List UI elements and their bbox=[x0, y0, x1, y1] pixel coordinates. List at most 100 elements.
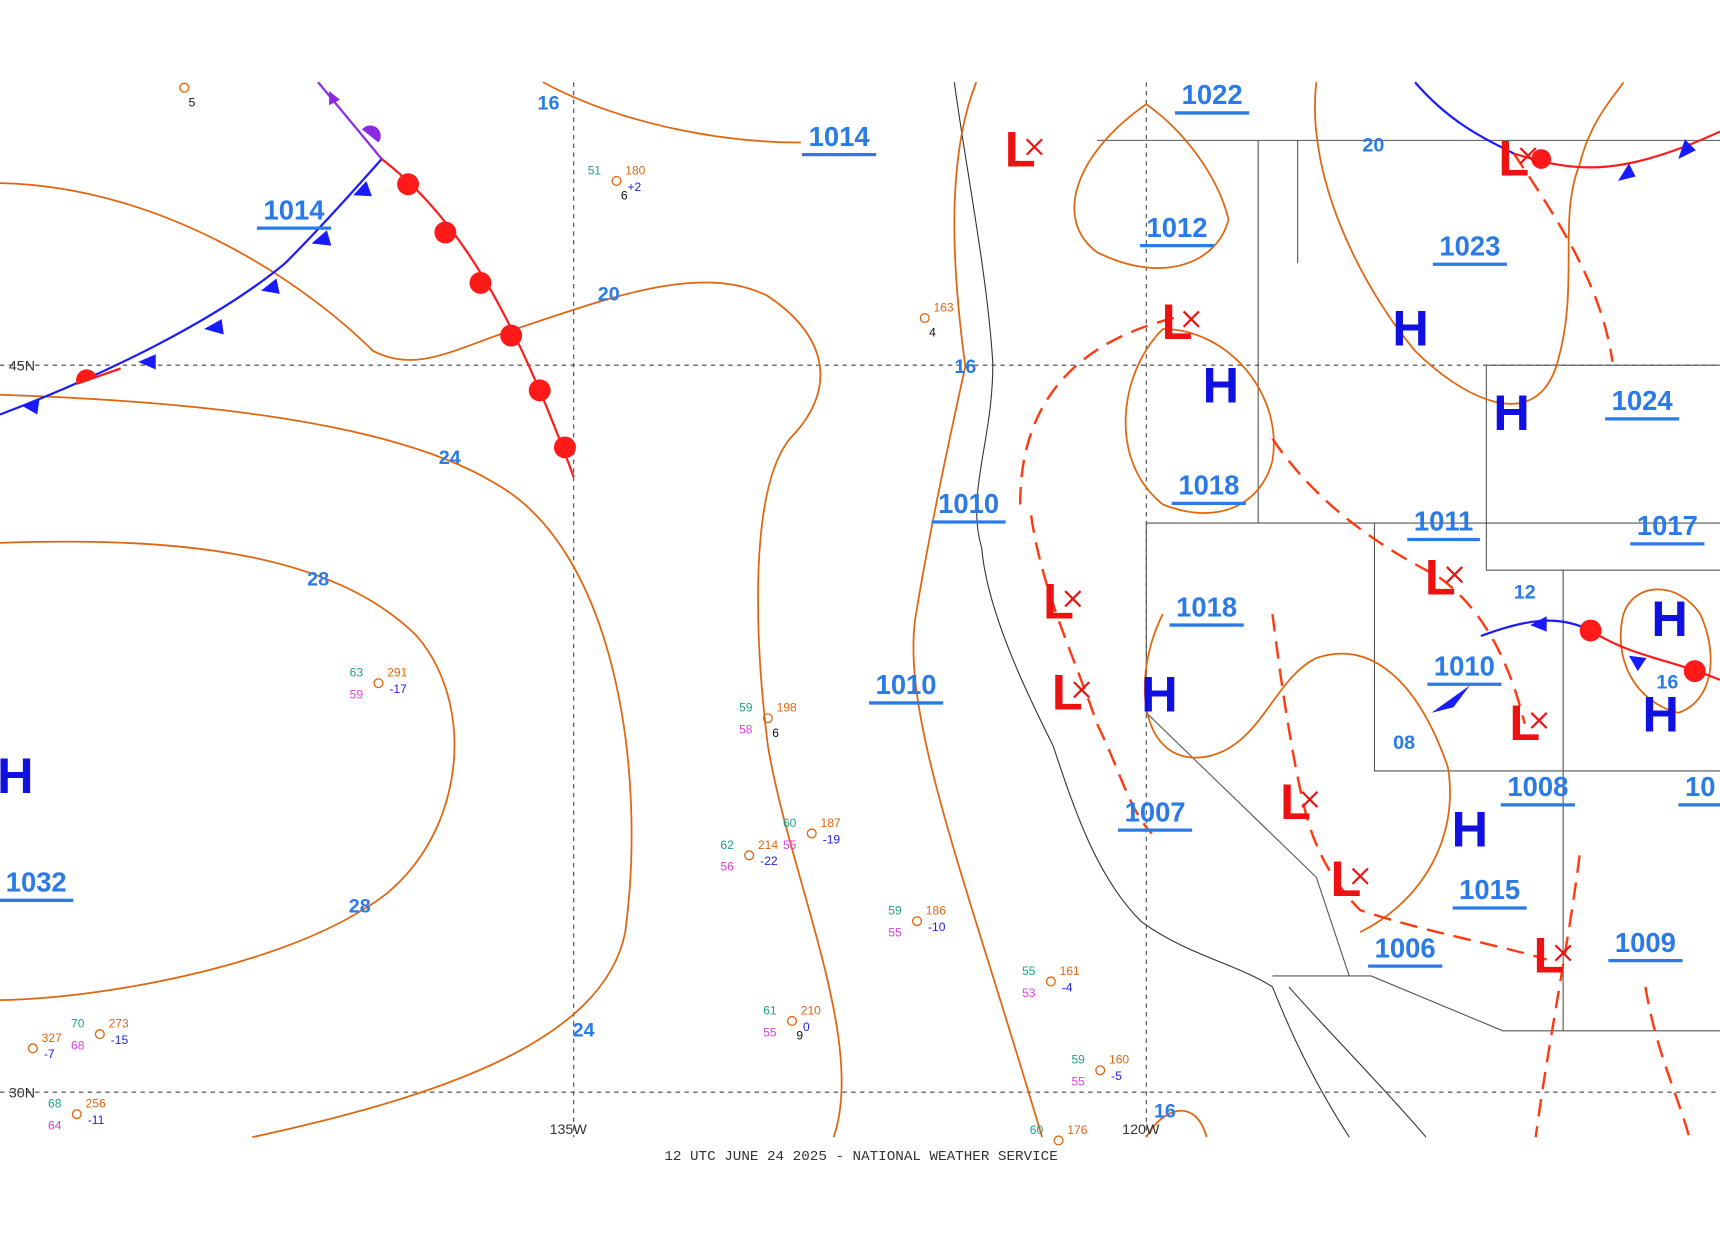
pressure-label: 1023 bbox=[1439, 231, 1500, 262]
pressure-label: 10 bbox=[1685, 771, 1715, 802]
grid-label: 45N bbox=[9, 359, 35, 375]
station-tend: +2 bbox=[627, 180, 641, 194]
low-marker bbox=[1073, 681, 1091, 699]
station-t: 63 bbox=[350, 666, 364, 680]
station-tend: -22 bbox=[760, 854, 778, 868]
station-p: 198 bbox=[777, 701, 797, 715]
station-p: 214 bbox=[758, 838, 778, 852]
front-symbols bbox=[21, 180, 372, 415]
station-t: 59 bbox=[888, 904, 902, 918]
high-center: H bbox=[1493, 384, 1529, 441]
low-center: L bbox=[1043, 572, 1074, 629]
station-dp: 53 bbox=[1022, 986, 1036, 1000]
station-tend: -11 bbox=[88, 1113, 105, 1127]
isobar bbox=[1073, 103, 1230, 269]
pressure-label: 1024 bbox=[1612, 385, 1674, 416]
station-tend: -10 bbox=[928, 920, 946, 934]
pressure-label: 1006 bbox=[1375, 932, 1436, 963]
low-marker bbox=[1554, 944, 1572, 962]
station-p: 163 bbox=[933, 300, 953, 314]
pressure-label: 1018 bbox=[1176, 591, 1237, 622]
isobar-label: 16 bbox=[537, 93, 559, 115]
station bbox=[744, 850, 755, 861]
low-marker bbox=[1519, 147, 1537, 165]
station-t: 61 bbox=[763, 1003, 777, 1017]
isobar bbox=[0, 393, 633, 1139]
station-dp: 55 bbox=[1071, 1075, 1085, 1089]
pressure-label: 1010 bbox=[876, 669, 937, 700]
station bbox=[762, 713, 773, 724]
grid-label: 120W bbox=[1122, 1122, 1160, 1138]
front-symbol bbox=[1683, 660, 1706, 683]
trough bbox=[1271, 613, 1548, 961]
station-dp: 55 bbox=[888, 926, 902, 940]
station-tend: -4 bbox=[1062, 980, 1073, 994]
station-tend: -19 bbox=[823, 832, 841, 846]
front-symbol bbox=[1530, 616, 1647, 672]
station-w: 6 bbox=[772, 726, 779, 740]
isobar bbox=[1143, 613, 1451, 933]
station-t: 68 bbox=[48, 1097, 62, 1111]
front-symbol bbox=[1579, 619, 1602, 642]
station-t: 59 bbox=[739, 701, 753, 715]
coastline bbox=[953, 82, 1350, 1138]
station-t: 59 bbox=[1071, 1053, 1085, 1067]
high-center: H bbox=[1203, 356, 1239, 413]
pressure-label: 1008 bbox=[1507, 771, 1568, 802]
station bbox=[94, 1029, 105, 1040]
station-p: 256 bbox=[86, 1097, 106, 1111]
station bbox=[919, 312, 930, 324]
low-center: L bbox=[1533, 927, 1564, 984]
station-t: 70 bbox=[71, 1017, 85, 1031]
trough bbox=[1534, 855, 1581, 1138]
high-center: H bbox=[1452, 801, 1488, 858]
station-p: 186 bbox=[926, 904, 946, 918]
low-marker bbox=[1301, 790, 1319, 808]
station bbox=[786, 1015, 798, 1026]
trough bbox=[1644, 986, 1691, 1138]
isobar-label: 24 bbox=[573, 1019, 595, 1041]
station bbox=[911, 916, 923, 927]
station-p: 161 bbox=[1060, 964, 1080, 978]
pressure-label: 1014 bbox=[809, 121, 871, 152]
station bbox=[1045, 976, 1056, 987]
station-t: 60 bbox=[783, 816, 797, 830]
low-marker bbox=[1064, 590, 1082, 608]
trough bbox=[1018, 316, 1175, 505]
front-symbol bbox=[1531, 149, 1552, 169]
isobar bbox=[1124, 328, 1275, 514]
high-center: H bbox=[1392, 299, 1428, 356]
low-marker bbox=[1182, 310, 1200, 328]
pressure-label: 1007 bbox=[1125, 796, 1186, 827]
pressure-label: 1010 bbox=[938, 488, 999, 519]
station-tend: 0 bbox=[803, 1020, 810, 1034]
station-p: 176 bbox=[1067, 1123, 1087, 1137]
station-p: 210 bbox=[801, 1003, 821, 1017]
pressure-label: 1010 bbox=[1434, 651, 1495, 682]
isobar bbox=[1314, 81, 1625, 405]
coastline bbox=[1288, 986, 1427, 1138]
cold-front bbox=[1414, 81, 1515, 155]
pressure-label: 1017 bbox=[1637, 510, 1698, 541]
station-t: 60 bbox=[1030, 1123, 1044, 1137]
station-dp: 64 bbox=[48, 1119, 62, 1133]
isobar-label: 16 bbox=[1154, 1100, 1176, 1122]
station bbox=[71, 1109, 82, 1120]
low-marker bbox=[1446, 566, 1463, 584]
station-tend: -17 bbox=[389, 682, 407, 696]
station bbox=[1053, 1135, 1064, 1146]
pressure-label: 1011 bbox=[1414, 506, 1473, 537]
station bbox=[806, 828, 817, 839]
state-border bbox=[1096, 139, 1720, 1032]
occluded-front bbox=[317, 81, 383, 160]
low-center: L bbox=[1052, 664, 1083, 721]
low-center: L bbox=[1509, 694, 1540, 751]
high-center: H bbox=[1643, 685, 1679, 742]
station bbox=[179, 82, 190, 93]
station-w: 5 bbox=[189, 95, 196, 109]
station bbox=[1095, 1065, 1106, 1076]
pressure-label: 1015 bbox=[1459, 874, 1520, 905]
low-center: L bbox=[1498, 129, 1529, 186]
station-p: 160 bbox=[1109, 1053, 1129, 1067]
